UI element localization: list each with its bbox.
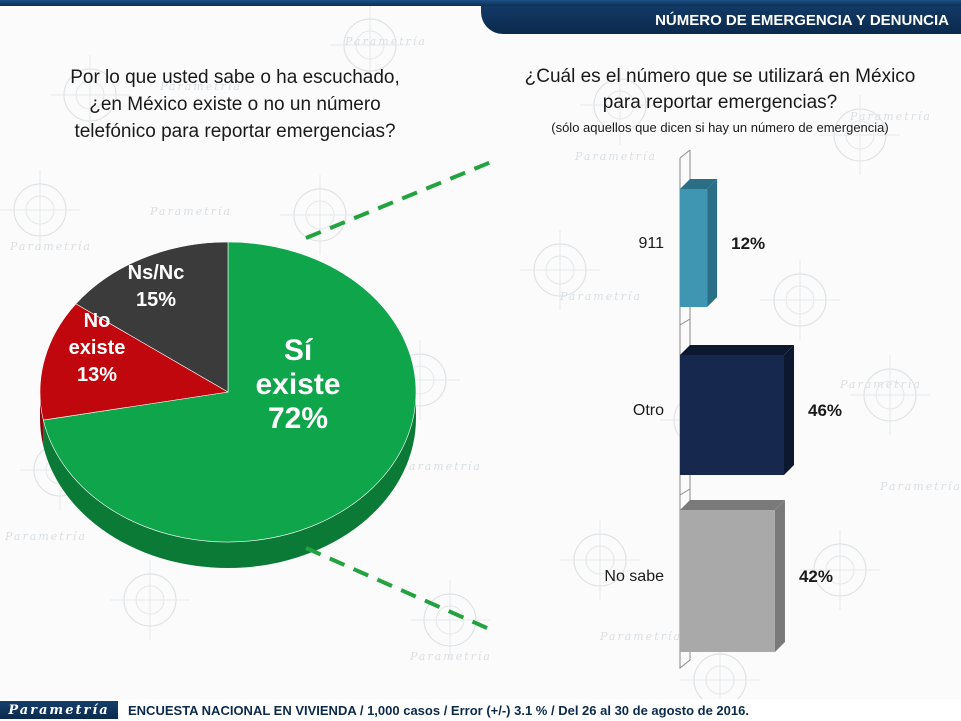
question-left-line: telefónico para reportar emergencias? bbox=[74, 121, 396, 142]
pie-slice bbox=[42, 241, 417, 543]
footer-logo: Parametría bbox=[0, 701, 118, 719]
bar-category-label: No sabe bbox=[604, 568, 664, 585]
bar-category-label: Otro bbox=[633, 402, 664, 419]
bar-category-label: 911 bbox=[638, 235, 664, 252]
top-bar bbox=[0, 0, 961, 6]
pie-label: existe bbox=[255, 368, 340, 401]
question-right-line: para reportar emergencias? bbox=[602, 92, 838, 113]
pie-side bbox=[40, 392, 44, 447]
pie-label: existe bbox=[69, 337, 126, 359]
pie-label: 72% bbox=[268, 402, 328, 435]
bar-side bbox=[784, 345, 794, 475]
bar-axis-tick bbox=[679, 318, 691, 326]
bar-side bbox=[707, 179, 718, 307]
footer-text: ENCUESTA NACIONAL EN VIVIENDA / 1,000 ca… bbox=[128, 702, 749, 718]
pie-label: Ns/Nc bbox=[128, 262, 185, 284]
bar bbox=[680, 510, 775, 652]
pie-side bbox=[43, 392, 417, 568]
header-band: NÚMERO DE EMERGENCIA Y DENUNCIA bbox=[481, 6, 961, 34]
question-left-line: Por lo que usted sabe o ha escuchado, bbox=[70, 67, 400, 88]
question-left: Por lo que usted sabe o ha escuchado, ¿e… bbox=[60, 64, 410, 145]
watermark-text: Parametría bbox=[409, 650, 492, 663]
connector-top bbox=[305, 158, 497, 240]
connector-bottom bbox=[305, 546, 497, 634]
pie-slice bbox=[39, 303, 229, 421]
watermark-text: Parametría bbox=[399, 460, 482, 473]
question-right: ¿Cuál es el número que se utilizará en M… bbox=[500, 64, 940, 116]
watermark-text: Parametría bbox=[9, 240, 92, 253]
watermark-text: Parametría bbox=[559, 290, 642, 303]
bar-top bbox=[680, 179, 718, 189]
bar-value-label: 42% bbox=[799, 567, 833, 586]
watermark-text: Parametría bbox=[879, 480, 961, 493]
pie-label: Sí bbox=[284, 334, 314, 367]
footer: Parametría ENCUESTA NACIONAL EN VIVIENDA… bbox=[0, 699, 961, 721]
watermark-text: Parametría bbox=[149, 205, 232, 218]
bar bbox=[680, 189, 708, 307]
pie-label: No bbox=[84, 310, 111, 332]
watermark-text: Parametría bbox=[159, 80, 242, 93]
watermark-text: Parametría bbox=[4, 530, 87, 543]
bar-value-label: 12% bbox=[731, 234, 765, 253]
bar-top bbox=[680, 345, 794, 355]
watermark-text: Parametría bbox=[574, 150, 657, 163]
bar-axis-tick bbox=[679, 488, 691, 496]
watermark-text: Parametría bbox=[849, 110, 932, 123]
question-right-note: (sólo aquellos que dicen si hay un númer… bbox=[551, 120, 889, 135]
bar bbox=[680, 355, 784, 475]
pie-slice bbox=[75, 241, 229, 393]
watermark-text: Parametría bbox=[839, 378, 922, 391]
header-title: NÚMERO DE EMERGENCIA Y DENUNCIA bbox=[655, 11, 949, 29]
watermark-text: Parametría bbox=[344, 35, 427, 48]
bar-side bbox=[774, 500, 785, 652]
pie-label: 13% bbox=[77, 364, 117, 386]
watermark-text: Parametría bbox=[599, 630, 682, 643]
bar-top bbox=[680, 500, 785, 510]
pie-label: 15% bbox=[136, 289, 176, 311]
question-right-line: ¿Cuál es el número que se utilizará en M… bbox=[524, 66, 916, 87]
question-left-line: ¿en México existe o no un número bbox=[89, 94, 381, 115]
bar-value-label: 46% bbox=[808, 401, 842, 420]
